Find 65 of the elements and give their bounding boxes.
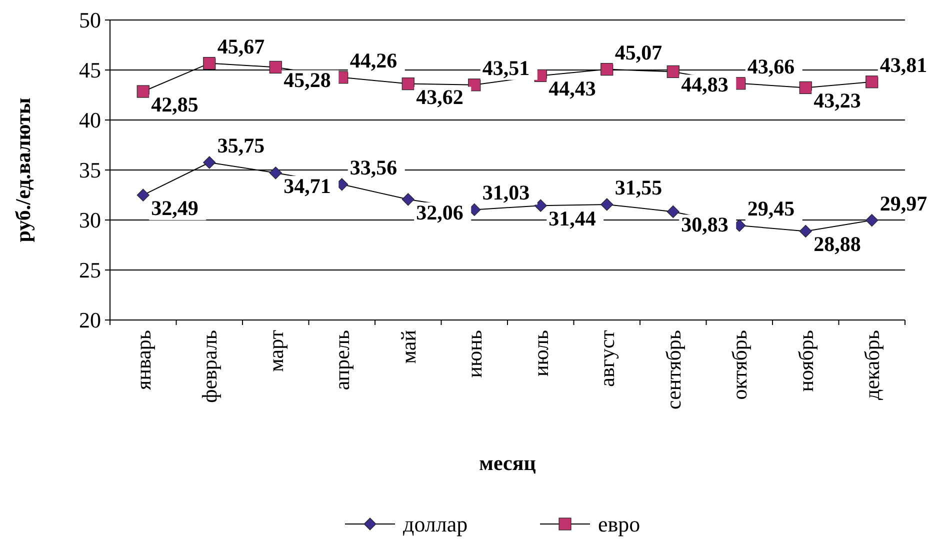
point	[468, 78, 481, 92]
y-axis-title: руб./ед.валюты	[11, 98, 35, 242]
data-label: 45,28	[284, 68, 331, 92]
point	[269, 60, 282, 74]
data-label: 29,45	[747, 196, 795, 220]
legend-label: евро	[598, 512, 640, 537]
x-tick-label: октябрь	[728, 330, 752, 400]
data-label: 43,62	[416, 84, 464, 109]
point	[666, 65, 680, 78]
point	[136, 85, 150, 98]
data-label: 45,67	[217, 34, 265, 58]
x-tick-label: июнь	[462, 330, 487, 378]
y-tick-label: 45	[79, 58, 101, 83]
x-tick-label: май	[396, 330, 420, 364]
x-tick-label: апрель	[330, 330, 354, 390]
x-tick-label: март	[264, 330, 288, 372]
y-tick-label: 40	[79, 108, 101, 133]
x-tick-label: февраль	[198, 330, 222, 403]
data-label: 31,55	[614, 176, 662, 200]
data-label: 44,43	[548, 76, 596, 101]
point	[666, 205, 680, 218]
x-tick-label: июль	[528, 330, 553, 376]
y-tick-label: 20	[79, 308, 101, 333]
data-label: 32,49	[151, 196, 198, 220]
point	[402, 193, 414, 206]
point	[402, 78, 414, 90]
point	[866, 214, 878, 227]
data-label: 43,51	[482, 56, 530, 80]
x-tick-label: сентябрь	[661, 330, 686, 410]
y-tick-label: 25	[79, 258, 101, 283]
data-label: 42,85	[151, 92, 198, 116]
x-tick-label: ноябрь	[794, 330, 818, 392]
data-label: 44,26	[350, 48, 398, 72]
legend-label: доллар	[403, 512, 468, 537]
point	[799, 224, 812, 238]
point	[136, 188, 150, 202]
data-label: 34,71	[284, 174, 331, 198]
data-label: 32,06	[416, 200, 464, 224]
data-label: 35,75	[217, 134, 265, 158]
point	[600, 198, 614, 211]
data-label: 33,56	[350, 155, 398, 180]
point	[799, 81, 812, 94]
data-label: 43,66	[747, 54, 795, 78]
point	[203, 57, 216, 70]
data-label: 44,83	[681, 72, 728, 97]
data-label: 31,44	[548, 206, 596, 231]
y-tick-label: 30	[79, 208, 101, 233]
point	[203, 156, 216, 169]
point	[866, 76, 878, 88]
data-label: 28,88	[814, 232, 861, 256]
data-label: 45,07	[614, 40, 662, 64]
data-label: 43,81	[880, 52, 928, 77]
data-label: 30,83	[681, 212, 728, 237]
x-tick-label: декабрь	[860, 330, 884, 400]
y-tick-label: 50	[79, 8, 101, 33]
point	[269, 166, 282, 180]
x-tick-label: август	[595, 330, 620, 387]
x-tick-label: январь	[131, 330, 156, 390]
point	[600, 63, 614, 76]
data-label: 29,97	[880, 191, 928, 216]
x-axis-title: месяц	[479, 451, 536, 475]
y-tick-label: 35	[79, 158, 101, 183]
data-label: 43,23	[814, 88, 861, 113]
point	[534, 199, 547, 212]
data-label: 31,03	[482, 180, 530, 205]
